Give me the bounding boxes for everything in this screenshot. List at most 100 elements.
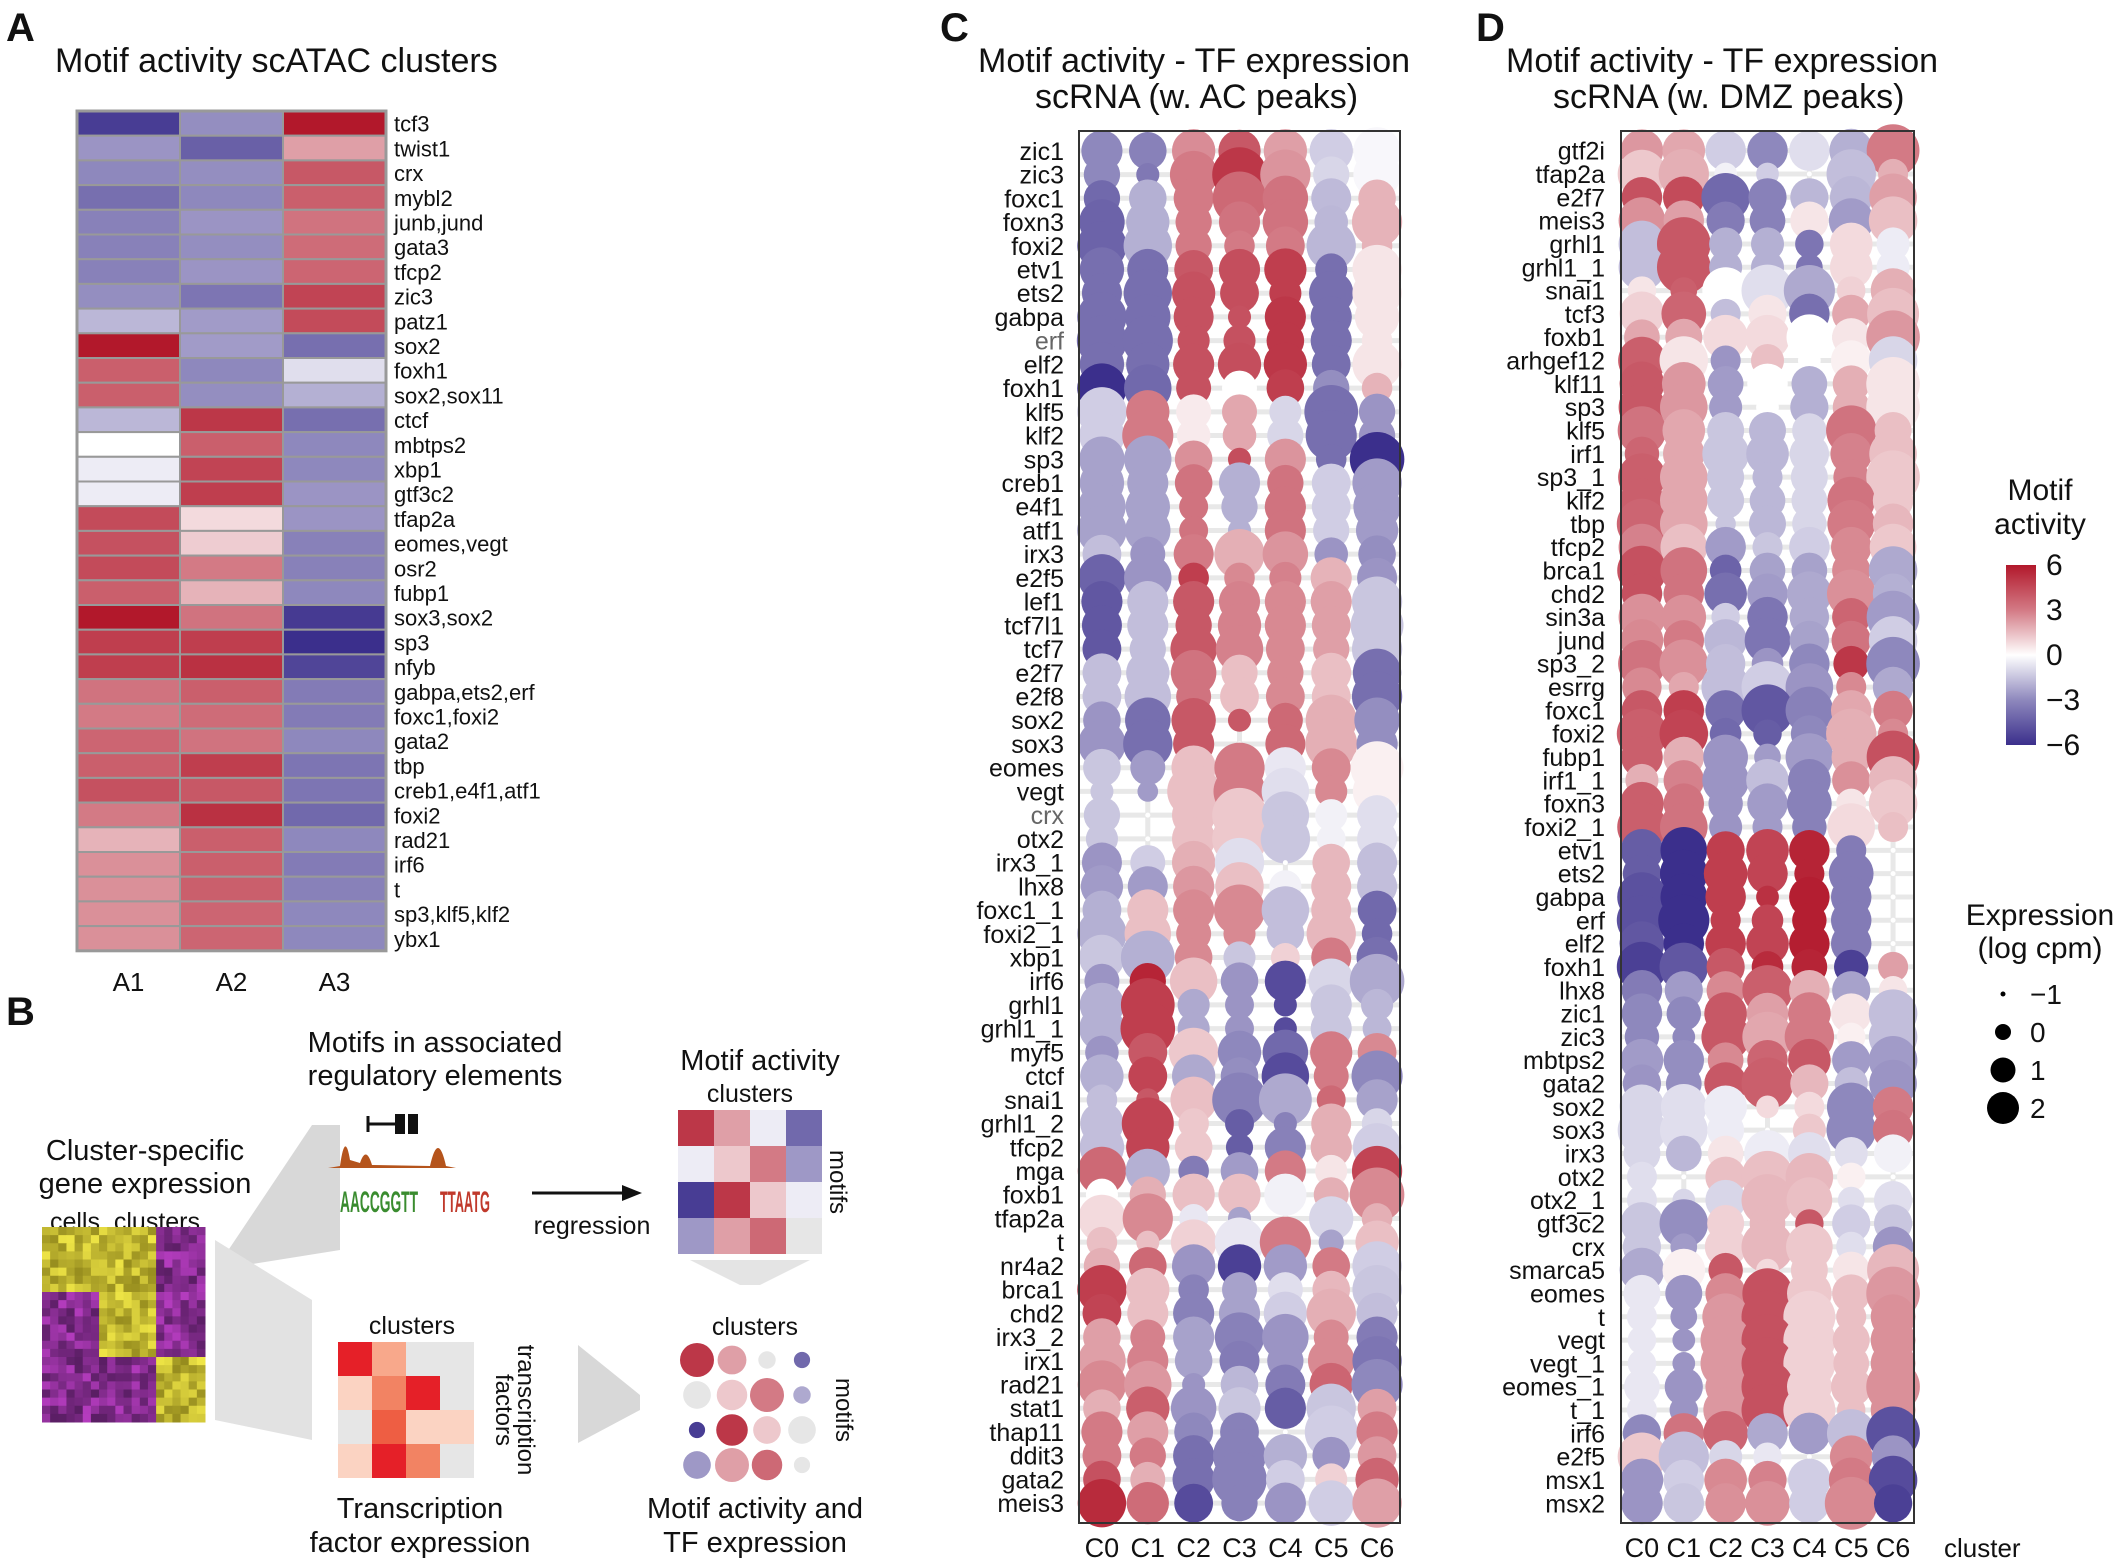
dot-foxc1-C6 [1873,690,1913,731]
expression-heatmap-cell [156,1324,165,1334]
expression-heatmap-cell [172,1259,182,1269]
dot-irx3-C4 [1262,531,1309,577]
expression-heatmap-cell [90,1300,100,1309]
motif-logo-2: TTAATG [440,1186,490,1219]
expression-heatmap-cell [180,1308,190,1317]
dot-row-label: arhgef12 [1506,348,1605,376]
expression-heatmap-cell [50,1324,59,1334]
tf-expression-cell [406,1444,440,1478]
expression-heatmap-cell [123,1413,133,1423]
heatmap-cell [76,184,181,211]
heatmap-cell [282,653,387,681]
size-legend-label: −1 [2030,979,2062,1010]
expression-heatmap-cell [82,1373,92,1382]
dot-row-label: e4f1 [1015,494,1064,522]
expression-heatmap-cell [196,1292,206,1301]
dot-tfap2a-C4 [1806,171,1812,177]
expression-heatmap-cell [58,1300,67,1309]
heatmap-cell [179,159,284,187]
dot-jund-C3 [1744,617,1791,664]
gene-expression-title: gene expression [39,1168,252,1200]
tf-expression-cell [440,1444,474,1478]
expression-heatmap-cell [74,1324,84,1334]
dot-row-label: foxc1 [1004,185,1064,213]
combined-title: TF expression [663,1527,847,1559]
expression-heatmap-cell [115,1413,124,1423]
dot-zic1-C1 [1128,132,1167,170]
expression-heatmap-cell [139,1251,149,1260]
dot-row-label: klf2 [1025,423,1064,451]
expression-heatmap-cell [82,1389,92,1399]
heatmap-cell [76,480,181,508]
expression-heatmap-cell [115,1332,124,1342]
expression-heatmap-cell [74,1348,84,1358]
dot-row-label: etv1 [1558,837,1605,865]
expression-heatmap-cell [42,1389,51,1399]
expression-heatmap-cell [196,1243,206,1252]
dot-row-label: meis3 [1538,208,1605,236]
dot-irx3-C6 [1873,1134,1913,1173]
expression-heatmap-cell [66,1357,76,1366]
schematic-dot [683,1451,711,1479]
dot-row-label: foxh1 [1544,954,1605,982]
expression-heatmap-cell [131,1251,141,1260]
dot-tfcp2-C5 [1310,1126,1352,1168]
dot-foxn3-C6 [1868,779,1918,828]
colorbar-tick-label: 3 [2046,594,2063,627]
expression-heatmap-cell [196,1300,206,1309]
dot-crx-C5 [1315,799,1348,832]
expression-heatmap-cell [82,1340,92,1350]
dot-stat1-C4 [1264,1387,1306,1429]
dot-col-label: C5 [1314,1533,1349,1563]
expression-heatmap-cell [115,1316,124,1325]
expression-heatmap-cell [180,1365,190,1374]
expression-heatmap-cell [147,1300,157,1309]
expression-heatmap-cell [50,1275,59,1285]
expression-heatmap-cell [156,1292,165,1301]
expression-heatmap-cell [50,1259,59,1269]
heatmap-row-label: irf6 [394,853,425,878]
dot-col-label: C2 [1708,1533,1743,1563]
expression-heatmap-cell [139,1389,149,1399]
schematic-dot [751,1449,783,1481]
dot-row-label: klf11 [1554,371,1605,399]
dot-row-label: lhx8 [1018,873,1064,901]
schematic-dot [688,1421,706,1439]
expression-heatmap-cell [90,1381,100,1390]
dot-row-label: sox2 [1011,707,1064,735]
expression-heatmap-cell [66,1275,76,1285]
expression-heatmap-cell [42,1316,51,1325]
expression-heatmap-cell [156,1389,165,1399]
schematic-dot [753,1416,781,1444]
expression-heatmap-cell [196,1381,206,1390]
expression-heatmap-cell [139,1227,149,1236]
tf-expression-cell [372,1410,406,1444]
dot-irf6-C4 [1788,1412,1831,1455]
dot-vegt-C0 [1090,779,1114,803]
expression-heatmap-cell [66,1381,76,1390]
heatmap-cell [282,604,387,631]
dot-row-label: lef1 [1024,589,1064,617]
expression-heatmap-cell [196,1348,206,1358]
expression-heatmap-cell [42,1292,51,1301]
expression-heatmap-cell [180,1381,190,1390]
expression-heatmap-cell [50,1332,59,1342]
heatmap-cell [282,406,387,434]
expression-heatmap-cell [107,1340,116,1350]
expression-heatmap-cell [172,1357,182,1366]
heatmap-cell [179,678,284,705]
expression-heatmap-cell [156,1365,165,1374]
dot-irf6-C3 [1747,1413,1788,1454]
expression-heatmap-cell [156,1227,165,1236]
dot-grhl1-C4 [1795,229,1824,259]
heatmap-cell [282,282,387,310]
dot-crx-C1 [1145,812,1151,818]
expression-heatmap-cell [99,1348,108,1358]
expression-heatmap-cell [50,1397,59,1407]
dot-row-label: klf5 [1025,399,1064,427]
dot-thap11-C4 [1282,1429,1288,1435]
expression-heatmap-cell [99,1300,108,1309]
dot-e4f1-C3 [1221,488,1258,525]
expression-heatmap-cell [115,1308,124,1317]
heatmap-cell [76,258,181,285]
